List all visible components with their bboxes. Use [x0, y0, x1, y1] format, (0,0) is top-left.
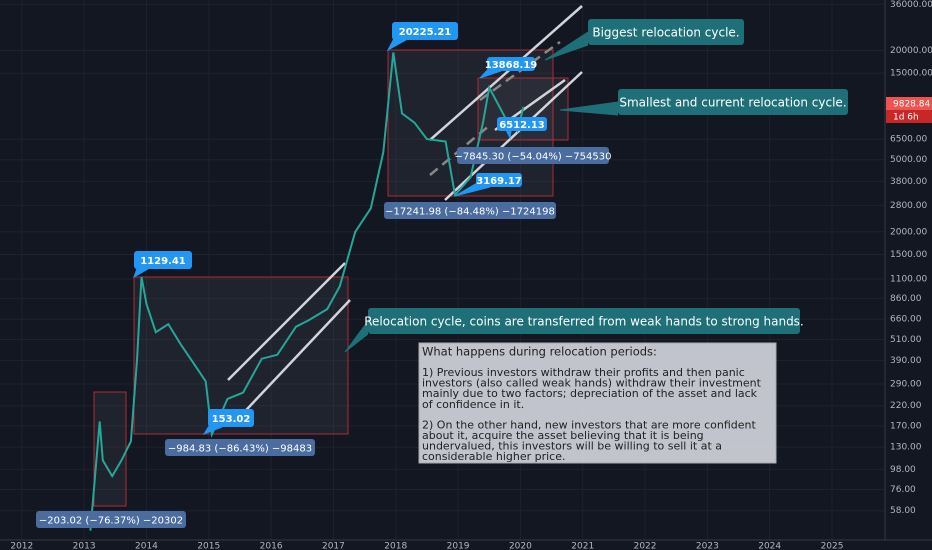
y-axis-area	[885, 0, 932, 550]
pointer	[559, 101, 619, 116]
annotation-box	[497, 117, 547, 131]
y-tick-label: 15000.00	[890, 69, 932, 79]
annotation-box	[392, 22, 458, 40]
annotation: −984.83 (−86.43%) −98483	[168, 444, 312, 455]
x-tick-label: 2025	[821, 542, 844, 550]
annotation: 1129.41	[140, 256, 186, 267]
note-line: undervalued, this investors will be will…	[422, 440, 722, 453]
annotation-box	[476, 173, 522, 187]
annotation-box	[487, 57, 535, 71]
note-line: of confidence in it.	[422, 398, 524, 411]
annotation-box	[384, 202, 556, 219]
x-tick-label: 2023	[696, 542, 719, 550]
y-tick-label: 20000.00	[890, 46, 932, 56]
annotation-box	[588, 19, 744, 45]
y-tick-label: 3800.00	[890, 177, 927, 187]
countdown-tag	[886, 110, 932, 123]
annotation-box	[457, 147, 609, 164]
annotation: −203.02 (−76.37%) −20302	[39, 516, 183, 527]
y-tick-label: 290.00	[890, 379, 922, 389]
x-tick-label: 2022	[634, 542, 657, 550]
y-tick-label: 1100.00	[890, 274, 927, 284]
price-line	[89, 52, 525, 531]
note-line: 1) Previous investors withdraw their pro…	[422, 366, 745, 379]
y-tick-label: 6500.00	[890, 135, 927, 145]
annotation: 3169.17	[476, 176, 522, 187]
x-tick-label: 2019	[447, 542, 470, 550]
annotation: Smallest and current relocation cycle.	[619, 96, 846, 110]
x-tick-label: 2013	[73, 542, 96, 550]
x-tick-label: 2017	[322, 542, 345, 550]
y-tick-label: 860.00	[890, 294, 922, 304]
x-tick-label: 2015	[197, 542, 220, 550]
annotation-box	[165, 439, 315, 456]
x-tick-label: 2016	[260, 542, 283, 550]
y-tick-label: 76.00	[890, 485, 916, 495]
current-price: 9828.84	[893, 100, 930, 110]
x-tick-label: 2020	[509, 542, 532, 550]
x-tick-label: 2018	[384, 542, 407, 550]
annotation: 20225.21	[399, 27, 452, 38]
annotation-box	[368, 308, 800, 334]
x-tick-label: 2014	[135, 542, 158, 550]
note: What happens during relocation periods: …	[418, 342, 777, 464]
note-line: mainly due to two factors; depreciation …	[422, 387, 758, 400]
annotation-box	[618, 89, 848, 115]
annotation: Relocation cycle, coins are transferred …	[364, 315, 804, 329]
annotation: −17241.98 (−84.48%) −1724198	[385, 207, 555, 218]
x-tick-label: 2012	[10, 542, 33, 550]
annotation: 13868.19	[485, 60, 538, 71]
y-tick-label: 130.00	[890, 443, 922, 453]
x-tick-label: 2021	[571, 542, 594, 550]
annotation: 6512.13	[499, 120, 545, 131]
pointer	[544, 31, 589, 61]
annotation-box	[134, 251, 192, 269]
pointer	[344, 320, 369, 353]
x-tick-label: 2024	[758, 542, 781, 550]
annotation-box	[36, 511, 186, 528]
y-tick-label: 660.00	[890, 315, 922, 325]
note-line: about it, acquire the asset believing th…	[422, 429, 704, 442]
y-tick-label: 36000.00	[890, 0, 932, 10]
note-line: investors (also called weak hands) withd…	[422, 377, 762, 390]
y-tick-label: 1500.00	[890, 250, 927, 260]
y-tick-label: 510.00	[890, 335, 922, 345]
y-tick-label: 170.00	[890, 422, 922, 432]
y-tick-label: 2800.00	[890, 201, 927, 211]
y-tick-label: 390.00	[890, 356, 922, 366]
countdown: 1d 6h	[893, 113, 919, 123]
annotation-box	[208, 409, 254, 427]
annotation: −7845.30 (−54.04%) −754530	[455, 152, 612, 163]
note-line: 2) On the other hand, new investors that…	[422, 418, 756, 431]
y-tick-label: 98.00	[890, 465, 916, 475]
annotation: 153.02	[212, 414, 251, 425]
y-tick-label: 220.00	[890, 401, 922, 411]
annotation: Biggest relocation cycle.	[592, 26, 739, 40]
y-tick-label: 58.00	[890, 506, 916, 516]
y-tick-label: 2000.00	[890, 227, 927, 237]
note-line: considerable higher price.	[422, 450, 566, 463]
y-tick-label: 5000.00	[890, 155, 927, 165]
price-tag	[886, 97, 932, 110]
note-title: What happens during relocation periods:	[422, 345, 657, 359]
ranges	[93, 49, 569, 507]
